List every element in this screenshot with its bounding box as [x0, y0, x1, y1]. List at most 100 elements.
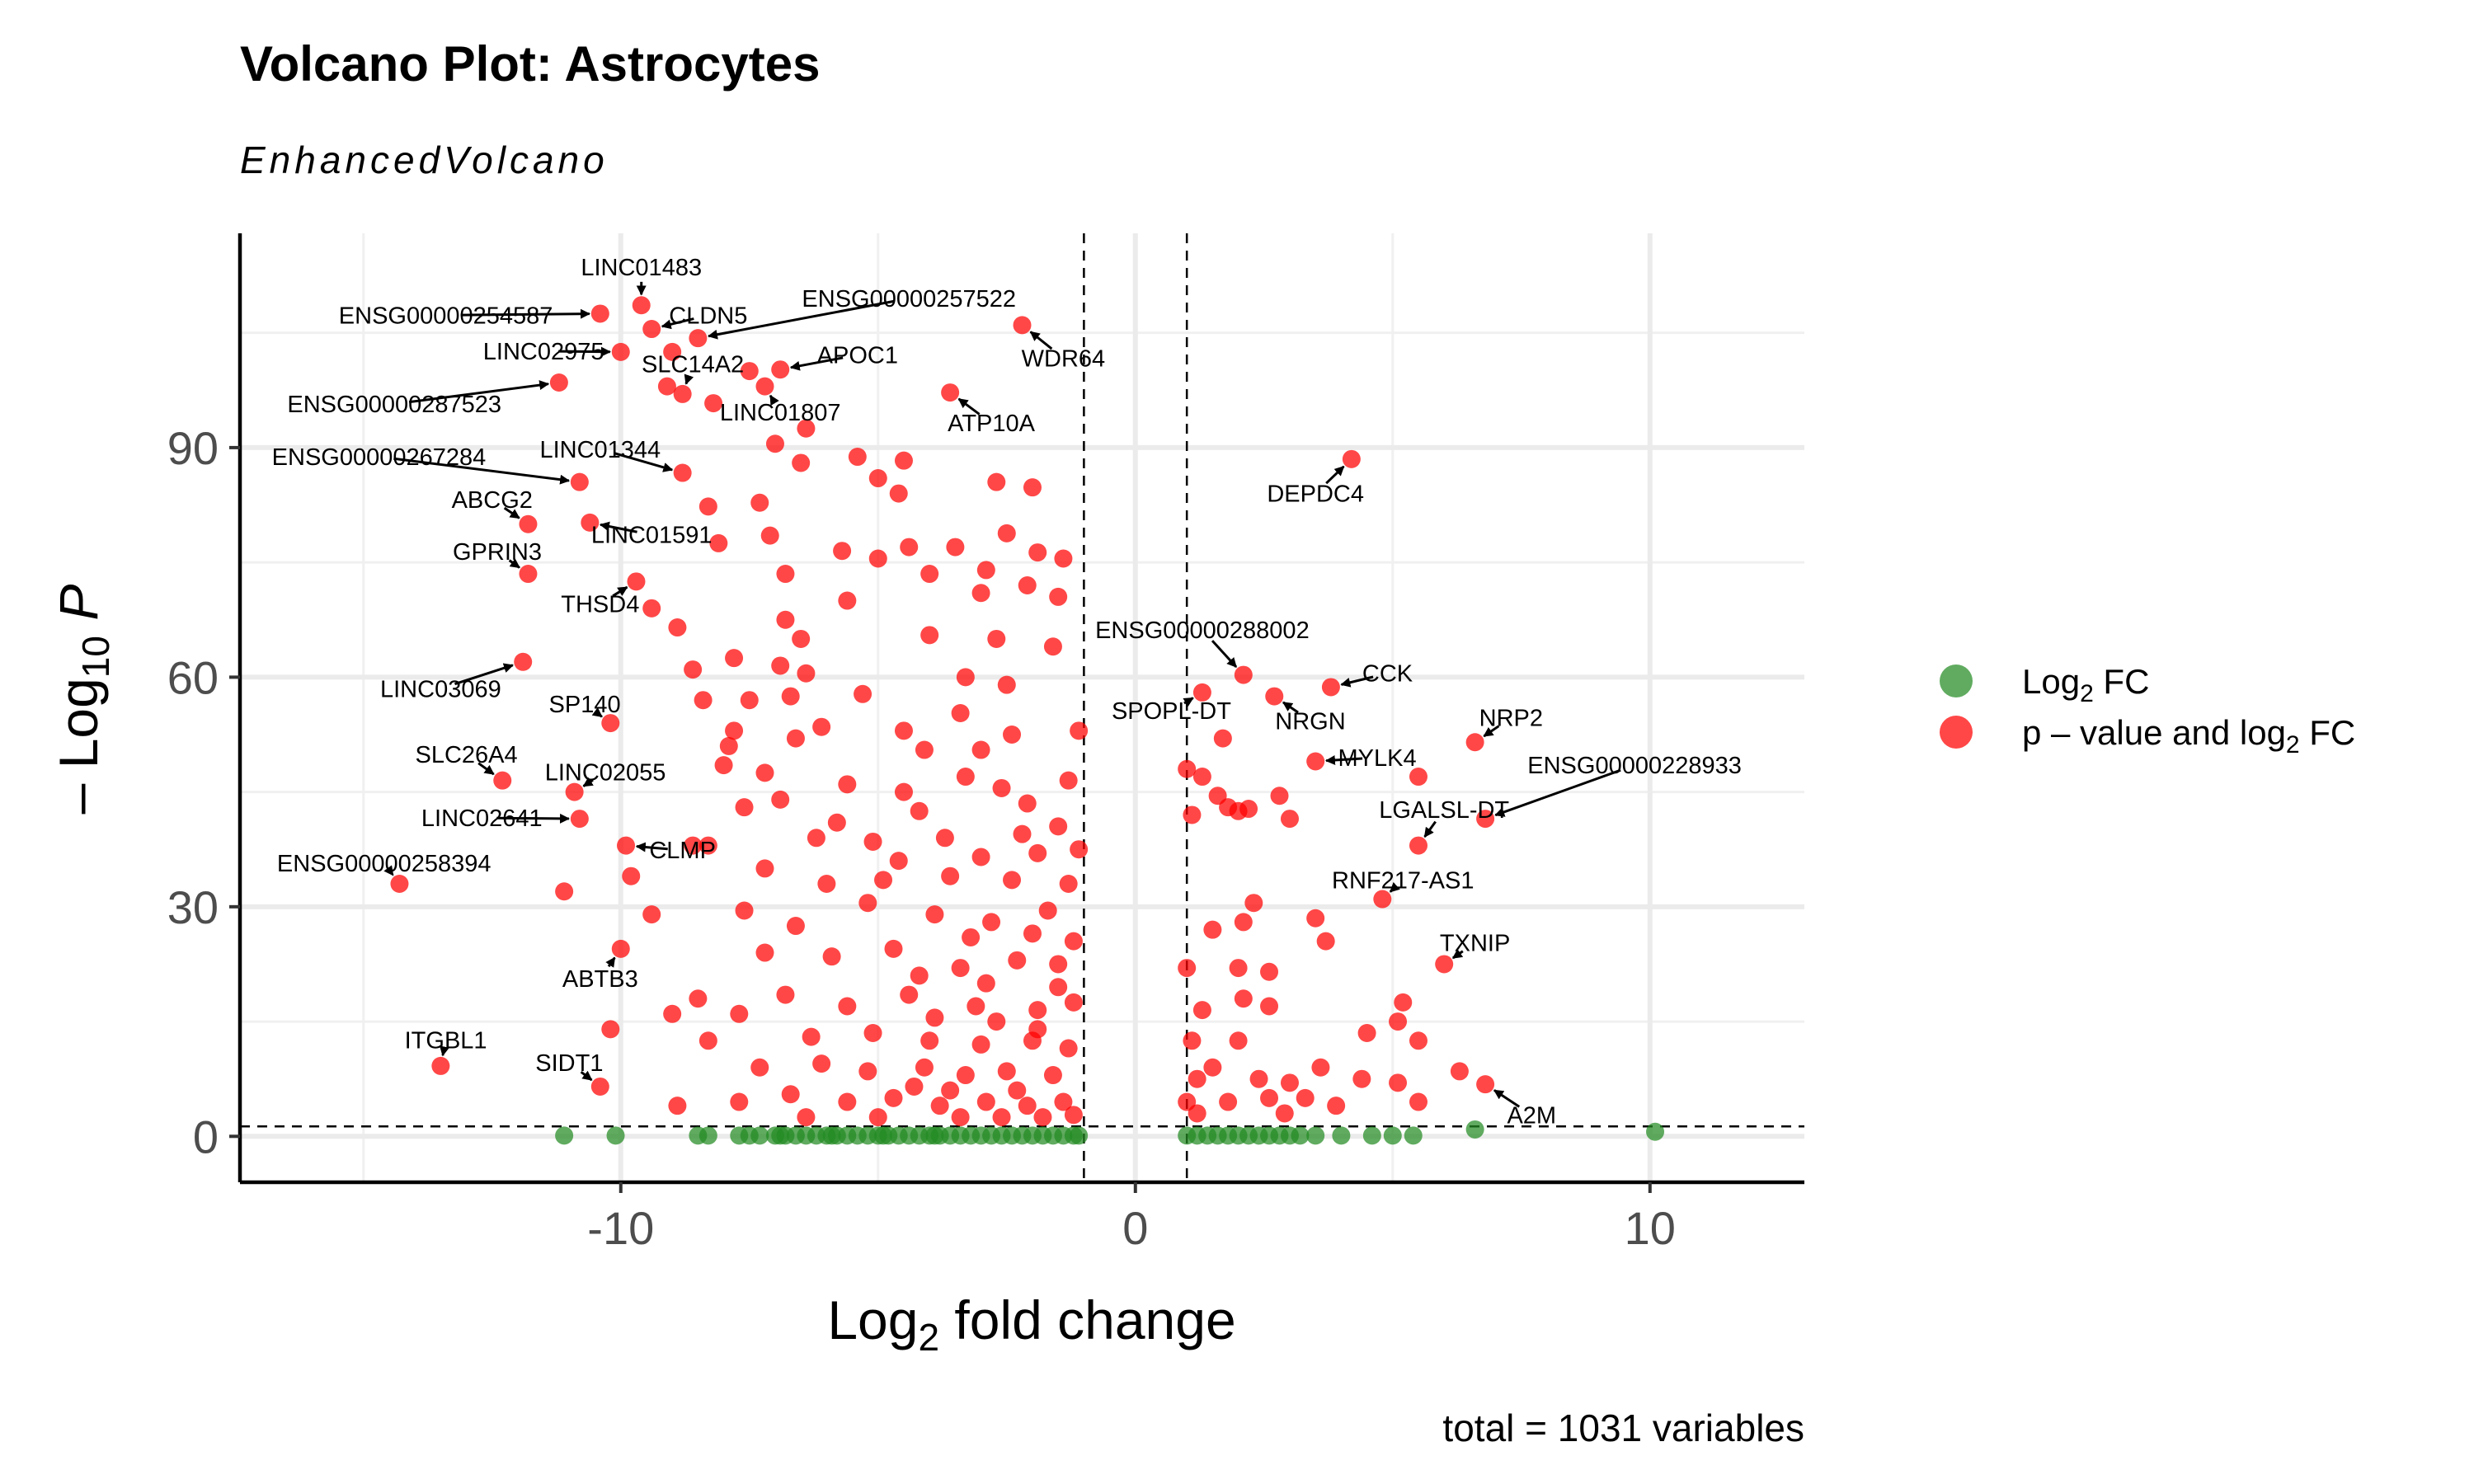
axis-title-text: fold change — [939, 1289, 1236, 1350]
significant-point — [1043, 1066, 1062, 1085]
significant-point — [987, 1012, 1006, 1031]
fc-only-point — [925, 1126, 944, 1145]
significant-point — [992, 778, 1011, 797]
significant-point — [838, 775, 857, 794]
significant-point — [992, 1108, 1011, 1127]
fc-only-point — [1646, 1122, 1665, 1141]
significant-point — [1059, 1039, 1078, 1058]
labeled-gene-point — [689, 329, 708, 348]
significant-point — [915, 1058, 934, 1077]
chart-title: Volcano Plot: Astrocytes — [240, 36, 820, 92]
significant-point — [920, 626, 939, 645]
y-tick-label: 60 — [167, 651, 219, 703]
gene-connector — [1494, 768, 1621, 817]
significant-point — [1183, 805, 1202, 824]
gene-connector — [393, 457, 571, 485]
x-tick-label: 0 — [1122, 1202, 1148, 1254]
significant-point — [698, 497, 717, 516]
labeled-gene-point — [570, 472, 589, 491]
gene-labels: LINC01483 ENSG00000254587 CLDN5 ENSG0000025… — [272, 255, 1742, 1129]
gene-connector — [1029, 331, 1053, 350]
cutoff-lines — [240, 233, 1804, 1182]
legend: Log2 FCp – value and log2 FC — [1940, 662, 2355, 758]
caption: total = 1031 variables — [1442, 1407, 1804, 1449]
gene-connector — [1282, 701, 1299, 714]
significant-point — [946, 538, 965, 556]
significant-point — [776, 610, 795, 629]
significant-point — [925, 1008, 944, 1027]
gene-label: ENSG00000288002 — [1095, 618, 1310, 644]
gene-label: CLMP — [649, 838, 716, 864]
significant-point — [1023, 478, 1042, 497]
legend-label: p – value and log2 FC — [2022, 713, 2355, 758]
significant-point — [1234, 913, 1253, 932]
gene-connector — [614, 452, 674, 472]
significant-point — [725, 721, 744, 740]
significant-point — [1280, 1073, 1299, 1092]
significant-point — [1008, 1081, 1027, 1100]
gene-label: LINC02055 — [545, 759, 666, 786]
labeled-gene-point — [1476, 810, 1495, 829]
labeled-gene-point — [601, 714, 620, 733]
gene-label: SLC26A4 — [415, 742, 517, 768]
significant-point — [1028, 1020, 1047, 1039]
data-points — [390, 296, 1665, 1145]
gene-label: ENSG00000254587 — [339, 303, 553, 329]
fc-only-point — [771, 1126, 790, 1145]
significant-point — [956, 668, 975, 687]
significant-point — [797, 664, 816, 683]
significant-point — [894, 782, 913, 801]
significant-point — [730, 1092, 749, 1111]
significant-point — [822, 947, 841, 966]
significant-point — [987, 472, 1006, 491]
y-tick-label: 0 — [193, 1111, 219, 1162]
significant-point — [1409, 1031, 1427, 1050]
significant-point — [1038, 901, 1057, 920]
legend-key — [1940, 716, 1973, 749]
gene-label: MYLK4 — [1338, 745, 1417, 772]
significant-point — [1033, 1108, 1052, 1127]
y-tick-label: 90 — [167, 422, 219, 474]
legend-label-text: FC — [2300, 713, 2356, 752]
significant-point — [1394, 993, 1413, 1012]
legend-label-subscript: 2 — [2286, 731, 2300, 758]
y-tick-label: 30 — [167, 881, 219, 933]
gene-label: ABTB3 — [562, 966, 638, 993]
labeled-gene-point — [1192, 683, 1211, 702]
significant-point — [1316, 932, 1335, 951]
gene-label: GPRIN3 — [453, 539, 542, 566]
significant-point — [1049, 955, 1068, 974]
labeled-gene-point — [493, 771, 512, 790]
significant-point — [1213, 729, 1232, 748]
labeled-gene-point — [1465, 733, 1484, 752]
significant-point — [1018, 794, 1037, 813]
significant-point — [698, 1031, 717, 1050]
fc-only-point — [555, 1126, 574, 1145]
significant-point — [792, 453, 811, 472]
gene-connector — [605, 956, 616, 968]
significant-point — [956, 1066, 975, 1085]
significant-point — [622, 866, 641, 885]
labeled-gene-point — [581, 513, 600, 532]
significant-point — [997, 1062, 1016, 1081]
significant-point — [1064, 932, 1083, 951]
significant-point — [792, 629, 811, 648]
labeled-gene-point — [642, 320, 661, 339]
significant-point — [854, 684, 872, 703]
significant-point — [1028, 543, 1047, 562]
labeled-gene-point — [617, 836, 636, 855]
gene-label: DEPDC4 — [1267, 481, 1364, 508]
labeled-gene-point — [941, 383, 960, 402]
significant-point — [858, 1062, 877, 1081]
labeled-gene-point — [590, 1077, 609, 1096]
gene-connector — [496, 813, 571, 824]
labeled-gene-point — [1373, 890, 1392, 909]
significant-point — [755, 943, 774, 962]
significant-point — [1357, 1023, 1376, 1042]
significant-point — [797, 419, 816, 438]
significant-point — [976, 561, 995, 580]
gene-label: TXNIP — [1440, 930, 1510, 956]
significant-point — [1192, 1001, 1211, 1020]
